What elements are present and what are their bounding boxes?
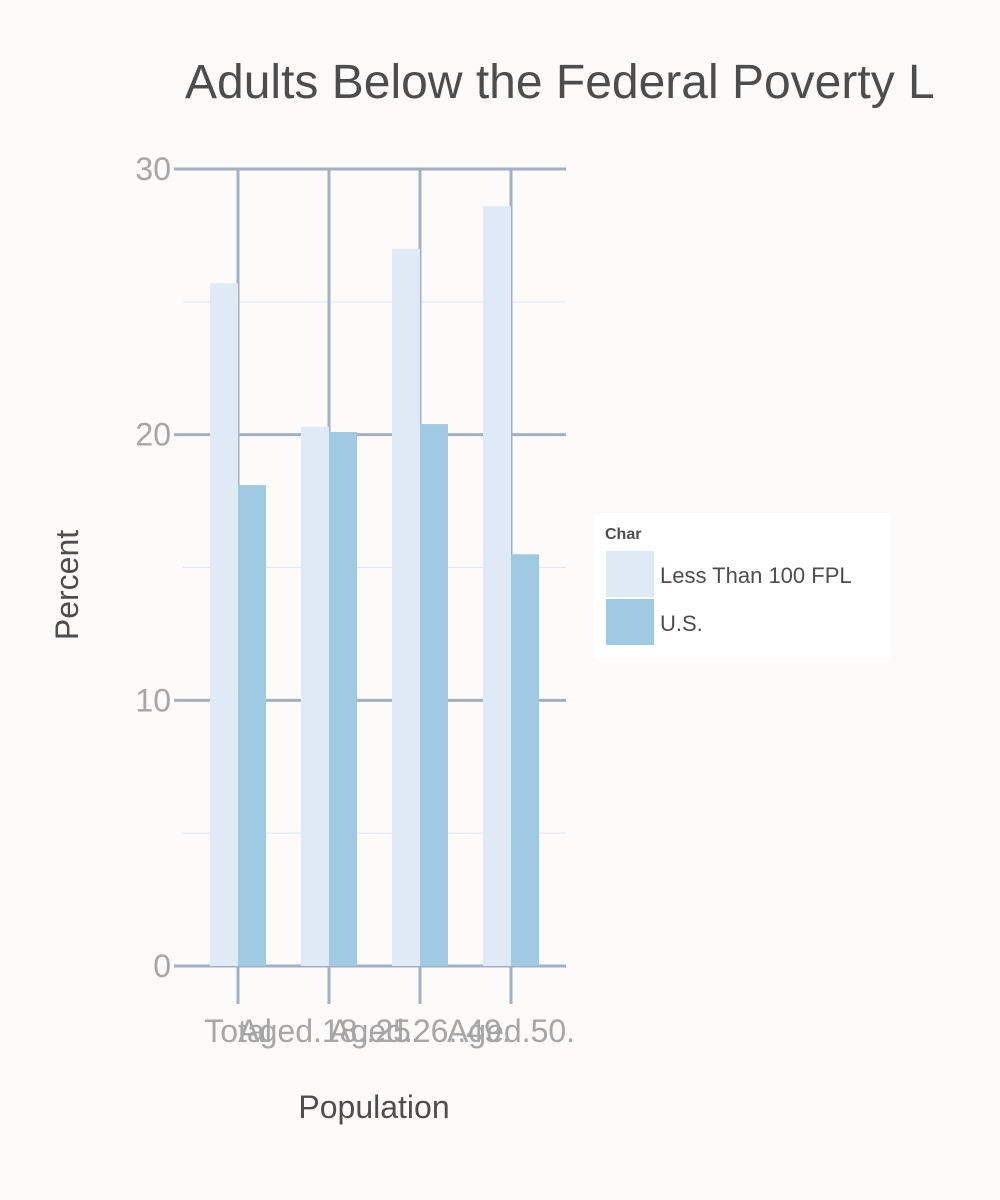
- x-tick-label: Aged.50.: [447, 1013, 575, 1049]
- y-axis-title: Percent: [49, 530, 85, 640]
- bar-us-1: [329, 432, 357, 966]
- legend-swatch: [606, 599, 654, 645]
- legend-label: U.S.: [660, 611, 703, 636]
- legend-swatch: [606, 551, 654, 597]
- bar-less-than-100-fpl-2: [392, 248, 420, 966]
- legend-label: Less Than 100 FPL: [660, 563, 852, 588]
- y-tick-label: 20: [135, 417, 171, 453]
- x-axis-title: Population: [298, 1089, 449, 1125]
- bar-less-than-100-fpl-1: [301, 426, 329, 966]
- legend-items: Less Than 100 FPL U.S.: [606, 551, 852, 645]
- x-tick-label: Total: [204, 1013, 272, 1049]
- y-tick-label: 30: [135, 151, 171, 187]
- bars: [210, 206, 539, 966]
- bar-us-0: [238, 485, 266, 966]
- y-tick-label: 10: [135, 682, 171, 718]
- axis-ticks: 0 10 20 30 TotalAged.18..25.Aged.26..49.Aged…: [135, 151, 575, 1049]
- legend: Char Less Than 100 FPL U.S.: [594, 514, 890, 658]
- bar-less-than-100-fpl-0: [210, 283, 238, 966]
- bar-us-2: [420, 424, 448, 966]
- y-tick-label: 0: [153, 948, 171, 984]
- x-tick-label: Aged.26..49.: [329, 1013, 510, 1049]
- bar-less-than-100-fpl-3: [483, 206, 511, 966]
- bar-us-3: [511, 554, 539, 966]
- chart-title: Adults Below the Federal Poverty L: [185, 56, 935, 109]
- legend-title: Char: [605, 526, 641, 543]
- x-tick-label: Aged.18..25.: [238, 1013, 419, 1049]
